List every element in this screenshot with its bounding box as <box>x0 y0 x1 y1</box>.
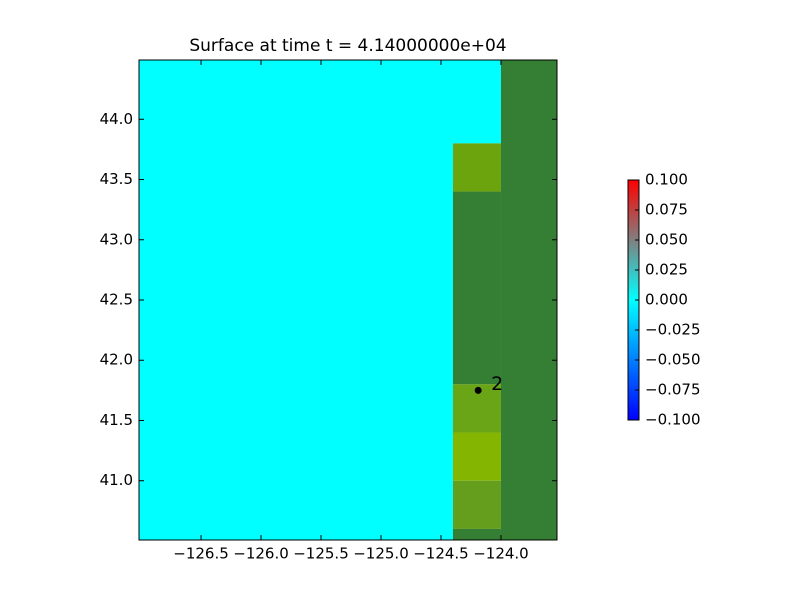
colorbar-tick-label: 0.050 <box>645 231 688 249</box>
gauge-point <box>474 386 482 394</box>
cell <box>452 528 501 540</box>
chart-title: Surface at time t = 4.14000000e+04 <box>189 36 506 56</box>
colorbar-tick-label: −0.075 <box>645 381 701 399</box>
cell <box>139 60 453 540</box>
colorbar-tick-label: 0.000 <box>645 291 688 309</box>
cell <box>452 432 501 481</box>
colorbar-tick-label: 0.075 <box>645 201 688 219</box>
y-tick-label: 43.0 <box>100 230 133 248</box>
cell <box>452 143 501 192</box>
x-tick-label: −126.0 <box>233 545 289 563</box>
y-tick-label: 41.5 <box>100 411 133 429</box>
x-tick-label: −124.5 <box>413 545 469 563</box>
cell <box>452 60 501 144</box>
colorbar-tick-label: −0.025 <box>645 321 701 339</box>
cell <box>452 191 501 385</box>
colorbar-tick-label: −0.050 <box>645 351 701 369</box>
y-tick-label: 43.5 <box>100 170 133 188</box>
colorbar-tick-label: −0.100 <box>645 411 701 429</box>
y-tick-label: 42.5 <box>100 291 133 309</box>
y-tick-label: 42.0 <box>100 351 133 369</box>
colorbar-tick-label: 0.100 <box>645 171 688 189</box>
x-tick-label: −124.0 <box>473 545 529 563</box>
y-tick-label: 41.0 <box>100 471 133 489</box>
colorbar-tick-label: 0.025 <box>645 261 688 279</box>
gauge-label: 2 <box>491 373 503 395</box>
x-tick-label: −125.5 <box>293 545 349 563</box>
cell <box>500 60 557 540</box>
x-tick-label: −125.0 <box>353 545 409 563</box>
y-tick-label: 44.0 <box>100 110 133 128</box>
x-tick-label: −126.5 <box>173 545 229 563</box>
cell <box>452 480 501 529</box>
